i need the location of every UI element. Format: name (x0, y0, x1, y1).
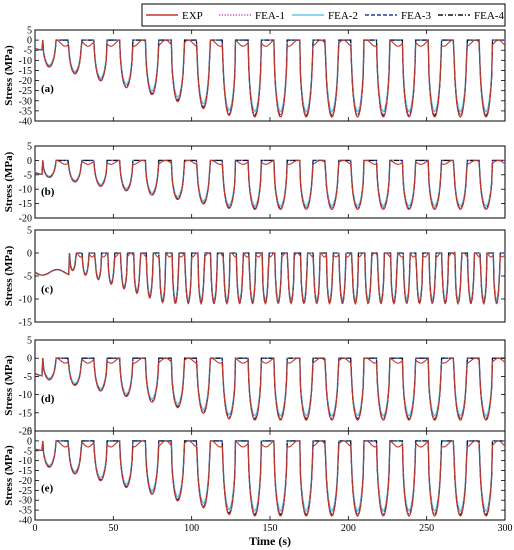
y-tick-label: -35 (19, 506, 32, 517)
panel-frame (34, 339, 506, 432)
series-fea-1-line (34, 440, 505, 515)
y-tick-label: 0 (27, 156, 32, 167)
legend-label-fea-3: FEA-3 (401, 10, 431, 22)
y-tick-label: -15 (19, 408, 32, 419)
series-exp-line (34, 439, 506, 517)
x-axis: 0 50 100 150 200 250 300 (33, 523, 513, 534)
series-fea-3-line (34, 39, 505, 118)
x-tick-label: 50 (108, 523, 118, 534)
series-fea-2-line (34, 440, 505, 512)
y-axis-label: Stress (MPa) (3, 45, 15, 106)
legend: EXP FEA-1 FEA-2 FEA-3 FEA-4 (141, 3, 506, 27)
series-fea-2-line (34, 159, 505, 207)
y-tick-label: 0 (27, 354, 32, 365)
y-tick-label: 5 (27, 26, 32, 37)
panel-0: 50-5-10-15-20-25-30-35-40 Stress (MPa) (a) (3, 26, 506, 128)
series-fea-2-line (34, 357, 505, 417)
y-tick-label: -10 (19, 295, 32, 306)
y-axis-label: Stress (MPa) (3, 245, 15, 306)
y-tick-label: -30 (19, 496, 32, 507)
x-tick-label: 200 (341, 523, 356, 534)
y-tick-label: -30 (19, 96, 32, 107)
y-tick-label: -20 (19, 214, 32, 225)
panel-label: (b) (41, 186, 55, 198)
y-axis-label: Stress (MPa) (3, 355, 15, 416)
y-tick-label: -15 (19, 318, 32, 329)
y-tick-label: -5 (24, 446, 32, 457)
series-fea-2-line (34, 39, 505, 113)
y-tick-label: 0 (27, 36, 32, 47)
series-exp-line (34, 159, 506, 211)
y-tick-label: -5 (24, 46, 32, 57)
legend-label-fea-4: FEA-4 (474, 10, 504, 22)
y-tick-label: -20 (19, 76, 32, 87)
series-exp-line (34, 250, 506, 305)
series-fea-1-line (34, 159, 505, 209)
y-tick-label: -40 (19, 516, 32, 527)
panel-label: (e) (41, 483, 54, 495)
y-tick-label: -5 (24, 372, 32, 383)
panel-2: 5 0 -5 -10 -15 Stress (MPa) (c) (3, 226, 506, 329)
legend-label-fea-2: FEA-2 (328, 10, 358, 22)
x-tick-label: 300 (498, 523, 513, 534)
y-tick-label: -5 (24, 272, 32, 283)
series-fea-3-line (34, 159, 505, 211)
series-fea-3-line (34, 440, 505, 517)
legend-label-exp: EXP (182, 10, 203, 22)
panel-frame (34, 145, 506, 219)
x-tick-label: 150 (263, 523, 278, 534)
y-tick-label: 5 (27, 336, 32, 347)
legend-label-fea-1: FEA-1 (255, 10, 285, 22)
y-tick-label: -5 (24, 170, 32, 181)
series-fea-3-line (34, 357, 505, 421)
panel-label: (d) (41, 393, 55, 405)
y-tick-label: 0 (27, 249, 32, 260)
y-tick-label: -15 (19, 466, 32, 477)
y-tick-label: -15 (19, 199, 32, 210)
y-tick-label: -40 (19, 117, 32, 128)
y-tick-label: -35 (19, 106, 32, 117)
series-exp-line (34, 356, 506, 421)
y-tick-label: -25 (19, 486, 32, 497)
panel-1: 5 0 -5 -10 -15 -20 Stress (MPa) (b) (3, 142, 506, 225)
series-fea-4-line (34, 159, 505, 210)
y-tick-label: -10 (19, 185, 32, 196)
y-tick-label: 5 (27, 226, 32, 237)
y-tick-label: -20 (19, 427, 32, 438)
y-tick-label: 0 (27, 436, 32, 447)
y-axis-label: Stress (MPa) (3, 445, 15, 506)
series-fea-4-line (34, 252, 505, 304)
y-tick-label: -10 (19, 456, 32, 467)
series-fea-1-line (34, 39, 505, 116)
x-tick-label: 0 (33, 523, 38, 534)
y-tick-label: -20 (19, 476, 32, 487)
x-tick-label: 100 (184, 523, 199, 534)
y-tick-label: 5 (27, 142, 32, 153)
series-exp-line (34, 38, 506, 118)
x-tick-label: 250 (419, 523, 434, 534)
series-fea-4-line (34, 440, 505, 516)
y-tick-label: -10 (19, 390, 32, 401)
y-tick-label: -10 (19, 56, 32, 67)
series-fea-4-line (34, 39, 505, 117)
panel-label: (c) (41, 284, 54, 296)
y-tick-label: 5 (27, 427, 32, 438)
series-fea-1-line (34, 252, 505, 304)
panel-label: (a) (41, 83, 54, 95)
y-tick-label: -25 (19, 86, 32, 97)
series-fea-1-line (34, 357, 505, 419)
y-tick-label: -15 (19, 66, 32, 77)
panel-3: 5 0 -5 -10 -15 -20 Stress (MPa) (d) (3, 336, 506, 438)
series-fea-4-line (34, 357, 505, 420)
x-axis-label: Time (s) (249, 534, 291, 548)
y-axis-label: Stress (MPa) (3, 151, 15, 212)
